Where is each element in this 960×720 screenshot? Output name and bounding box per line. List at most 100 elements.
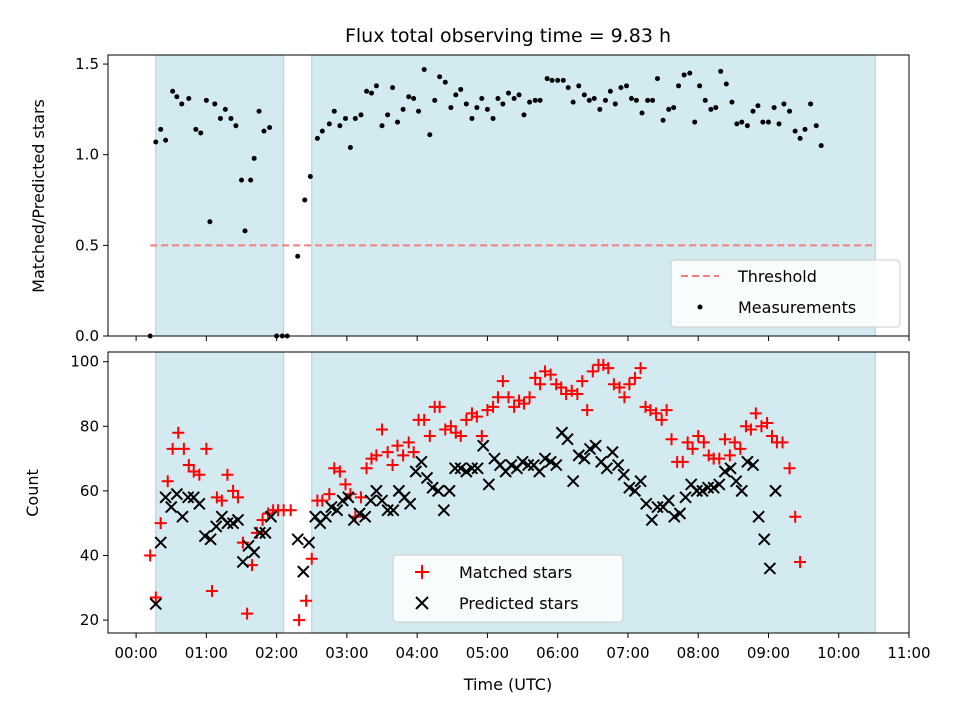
measurement-point-74 [549, 77, 555, 83]
measurement-point-32 [326, 121, 332, 127]
measurement-point-28 [302, 197, 308, 203]
measurement-point-11 [207, 219, 213, 225]
predicted-star-point-67 [544, 455, 557, 469]
measurement-point-96 [666, 106, 672, 112]
predicted-star-point-72 [572, 449, 585, 462]
x-tick-label-0: 00:00 [114, 644, 157, 662]
measurement-point-125 [818, 143, 824, 149]
matched-star-point-97 [665, 433, 678, 446]
measurement-point-17 [239, 177, 244, 183]
predicted-star-point-39 [387, 504, 400, 517]
y-tick-label-3: 1.5 [75, 55, 99, 73]
measurement-point-105 [713, 105, 719, 111]
measurement-point-41 [373, 83, 379, 89]
predicted-star-point-6 [181, 491, 195, 504]
matched-star-point-71 [529, 371, 542, 384]
predicted-star-point-100 [729, 474, 743, 488]
matched-star-point-35 [339, 478, 352, 491]
predicted-star-point-97 [713, 478, 726, 491]
matched-star-point-7 [182, 459, 195, 472]
measurement-point-110 [739, 119, 745, 125]
measurement-point-70 [527, 99, 533, 105]
measurement-point-65 [500, 101, 506, 107]
matched-star-point-66 [502, 391, 515, 404]
predicted-star-point-56 [482, 478, 496, 491]
measurement-point-50 [421, 67, 427, 73]
measurement-point-35 [342, 115, 348, 121]
measurement-point-7 [186, 96, 192, 102]
matched-star-point-113 [749, 407, 762, 420]
predicted-star-point-77 [600, 462, 614, 475]
matched-star-point-41 [370, 449, 383, 462]
measurement-point-79 [576, 83, 582, 89]
predicted-star-point-27 [319, 510, 333, 523]
predicted-star-point-78 [606, 445, 619, 459]
predicted-star-point-107 [769, 484, 782, 498]
bottom-axes-frame [107, 351, 910, 634]
predicted-star-point-18 [247, 546, 261, 559]
legend-matched-label: Matched stars [459, 563, 572, 582]
predicted-star-point-50 [448, 462, 462, 475]
measurement-point-62 [484, 106, 490, 112]
top-legend: Threshold Measurements [670, 259, 901, 328]
matched-star-point-115 [761, 417, 774, 430]
matched-star-point-70 [523, 391, 536, 404]
measurement-point-45 [394, 119, 400, 125]
predicted-star-point-8 [193, 497, 206, 511]
y-tick-label-1: 0.5 [75, 236, 99, 254]
predicted-star-point-15 [231, 513, 245, 527]
matched-star-point-3 [161, 475, 174, 488]
predicted-star-point-79 [611, 458, 625, 472]
y-tick-label-2: 60 [80, 482, 99, 500]
top-axes-frame [107, 54, 910, 337]
bottom-y-axis-label: Count [23, 469, 42, 517]
matched-star-point-0 [144, 549, 157, 562]
predicted-star-point-36 [370, 484, 383, 498]
predicted-star-point-37 [375, 494, 389, 507]
predicted-star-point-16 [236, 555, 250, 569]
measurement-point-22 [261, 128, 267, 134]
matched-star-point-63 [487, 400, 500, 413]
matched-star-point-61 [475, 429, 488, 442]
predicted-star-point-60 [505, 458, 518, 472]
x-tick-label-9: 09:00 [747, 644, 790, 662]
matched-star-point-109 [728, 436, 741, 449]
y-tick-label-2: 1.0 [75, 146, 99, 164]
measurement-point-93 [650, 97, 656, 103]
measurement-point-34 [337, 123, 343, 129]
matched-star-point-16 [231, 491, 244, 504]
measurement-point-83 [597, 106, 603, 112]
predicted-star-point-103 [746, 458, 760, 472]
measurement-point-102 [697, 83, 703, 89]
measurement-point-104 [708, 106, 714, 112]
matched-star-point-47 [402, 436, 415, 449]
measurement-point-119 [787, 108, 793, 114]
measurement-point-23 [267, 125, 273, 131]
predicted-star-point-80 [617, 468, 630, 481]
matched-star-point-45 [391, 439, 404, 452]
predicted-star-point-46 [426, 481, 439, 494]
matched-star-point-29 [305, 552, 318, 565]
matched-star-point-51 [423, 429, 436, 442]
matched-star-point-118 [776, 436, 789, 449]
predicted-star-point-73 [578, 452, 591, 465]
top-legend-box [670, 259, 901, 328]
measurement-point-85 [607, 88, 613, 94]
measurement-point-115 [765, 119, 771, 125]
predicted-star-point-0 [149, 597, 162, 611]
matched-star-point-5 [172, 426, 185, 439]
measurement-point-40 [368, 90, 374, 96]
legend-measurements-label: Measurements [738, 298, 856, 317]
matched-star-point-11 [205, 585, 218, 598]
matched-star-point-79 [571, 387, 584, 400]
measurement-point-84 [602, 97, 608, 103]
matched-star-point-10 [200, 442, 213, 455]
measurement-point-8 [193, 126, 199, 132]
x-tick-label-4: 04:00 [396, 644, 439, 662]
measurement-point-68 [516, 92, 522, 98]
predicted-star-point-47 [432, 484, 445, 498]
bottom-legend-box [392, 554, 624, 623]
matched-star-point-102 [692, 429, 705, 442]
matched-star-point-26 [284, 504, 297, 517]
